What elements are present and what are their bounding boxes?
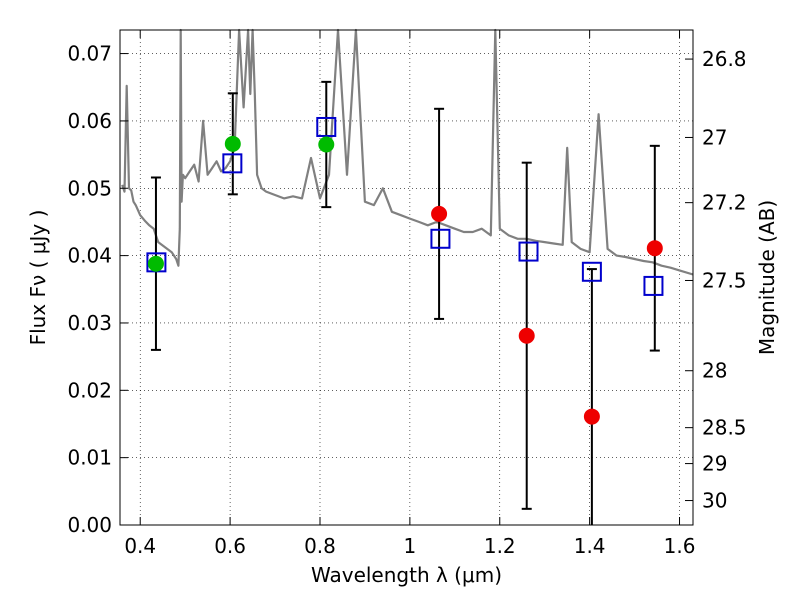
right-tick-label: 26.8	[702, 47, 747, 71]
right-tick-label: 27.5	[702, 268, 747, 292]
y-axis-right-label: Magnitude (AB)	[755, 200, 779, 355]
y-tick-label: 0.00	[67, 513, 112, 537]
right-tick-label: 29	[702, 452, 727, 476]
model-square	[581, 261, 602, 282]
right-tick-label: 30	[702, 489, 727, 513]
x-tick-label: 0.6	[214, 534, 246, 558]
data-point	[224, 135, 241, 152]
y-tick-label: 0.04	[67, 244, 112, 268]
x-tick-label: 1.4	[574, 534, 606, 558]
data-point	[147, 255, 164, 272]
data-point	[646, 240, 663, 257]
spectrum-line	[121, 28, 694, 276]
model-square	[518, 241, 539, 262]
x-tick-label: 1	[404, 534, 417, 558]
x-tick-label: 1.2	[484, 534, 516, 558]
x-tick-label: 1.6	[664, 534, 696, 558]
y-tick-label: 0.02	[67, 378, 112, 402]
x-tick-label: 0.8	[304, 534, 336, 558]
model-square	[222, 153, 243, 174]
y-tick-label: 0.05	[67, 176, 112, 200]
y-tick-label: 0.06	[67, 109, 112, 133]
observed-points	[147, 135, 663, 425]
model-square	[316, 116, 337, 137]
y-tick-label: 0.03	[67, 311, 112, 335]
y-tick-label: 0.07	[67, 42, 112, 66]
right-tick-label: 28	[702, 359, 727, 383]
data-point	[431, 205, 448, 222]
data-point	[583, 408, 600, 425]
data-point	[318, 136, 335, 153]
grid	[120, 30, 693, 526]
right-tick-label: 27.2	[702, 191, 747, 215]
y-tick-label: 0.01	[67, 446, 112, 470]
plot-frame	[119, 29, 694, 526]
model-spectrum	[121, 28, 694, 276]
model-square	[643, 275, 664, 296]
x-axis-label: Wavelength λ (μm)	[311, 563, 502, 587]
model-square	[430, 228, 451, 249]
y-axis-label: Flux Fν ( μJy )	[26, 210, 50, 346]
x-tick-label: 0.4	[124, 534, 156, 558]
axis-ticks: 0.4 0.6 0.8 1 1.2 1.4 1.6 0.00 0.01 0.02 0.03 0.04 0…	[67, 30, 747, 558]
data-point	[518, 327, 535, 344]
model-photometry-squares	[146, 116, 664, 296]
right-tick-label: 28.5	[702, 416, 747, 440]
right-tick-label: 27	[702, 125, 727, 149]
